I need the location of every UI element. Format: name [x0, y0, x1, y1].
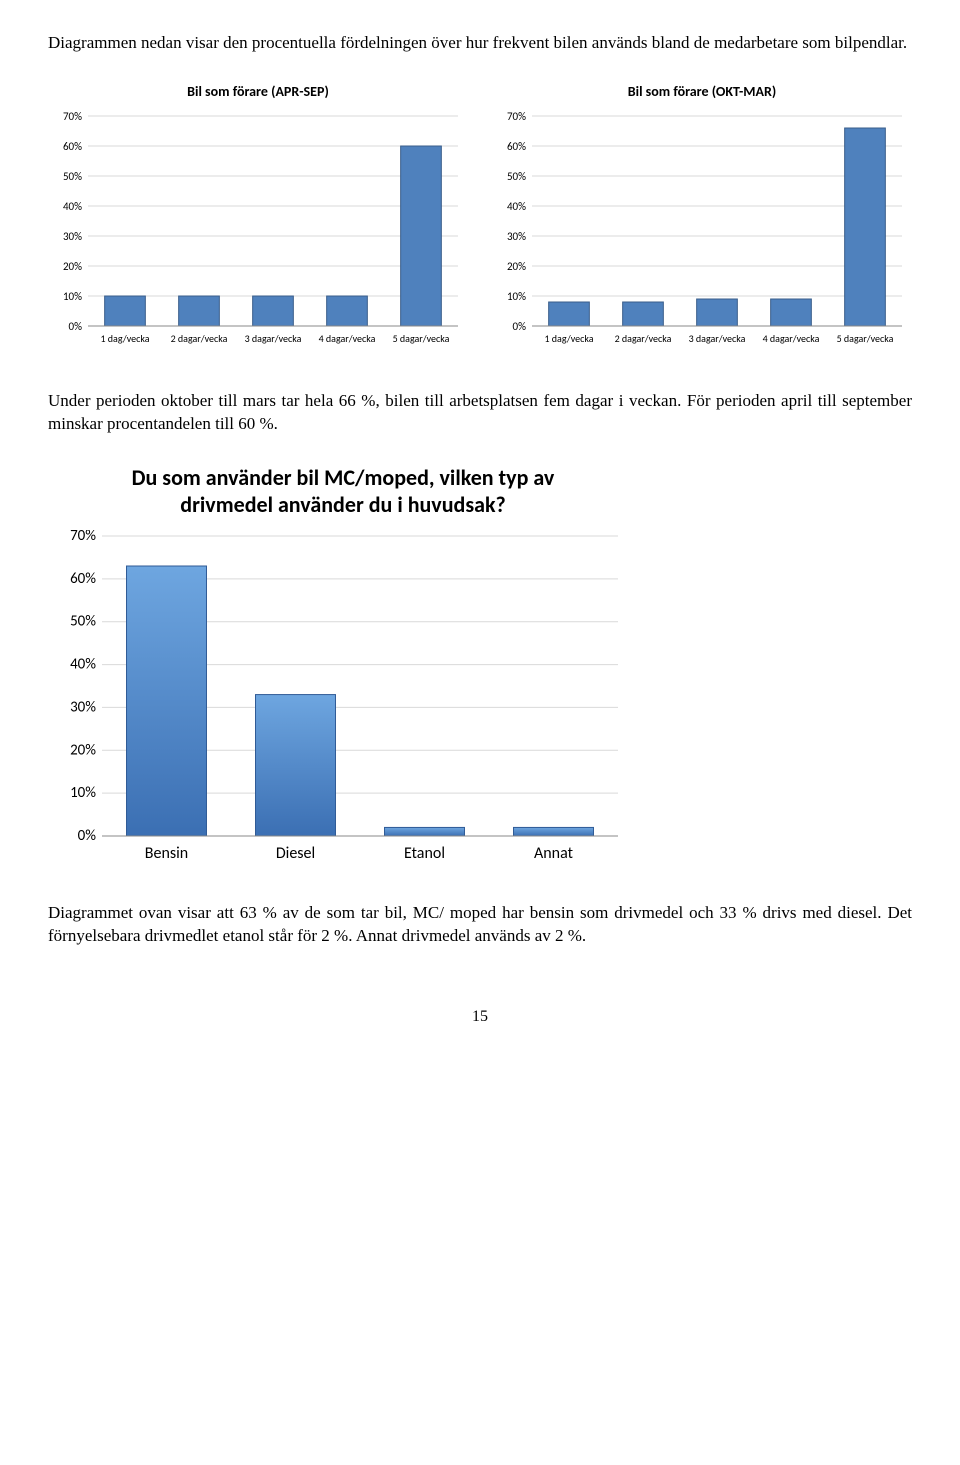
svg-text:20%: 20% — [63, 260, 82, 273]
svg-text:70%: 70% — [70, 530, 96, 545]
svg-text:5 dagar/vecka: 5 dagar/vecka — [393, 332, 450, 345]
svg-text:4 dagar/vecka: 4 dagar/vecka — [763, 332, 820, 345]
svg-text:70%: 70% — [63, 110, 82, 123]
svg-text:2 dagar/vecka: 2 dagar/vecka — [171, 332, 228, 345]
svg-text:0%: 0% — [513, 320, 527, 333]
svg-text:40%: 40% — [63, 200, 82, 213]
svg-text:40%: 40% — [70, 655, 96, 673]
chart3-title: Du som använder bil MC/moped, vilken typ… — [83, 464, 603, 518]
svg-text:5 dagar/vecka: 5 dagar/vecka — [837, 332, 894, 345]
intro-paragraph: Diagrammen nedan visar den procentuella … — [48, 32, 912, 55]
svg-text:60%: 60% — [70, 570, 96, 588]
chart-okt-mar: Bil som förare (OKT-MAR) 0% 10% 20% 30% 40% 5… — [492, 83, 912, 350]
svg-text:Diesel: Diesel — [276, 844, 315, 863]
svg-text:60%: 60% — [507, 140, 526, 153]
svg-text:1 dag/vecka: 1 dag/vecka — [100, 332, 149, 345]
svg-text:20%: 20% — [70, 741, 96, 759]
svg-text:3 dagar/vecka: 3 dagar/vecka — [689, 332, 746, 345]
chart3-svg: 0% 10% 20% 30% 40% 50% 60% 70% Bensin Diesel Etano… — [48, 530, 628, 870]
svg-text:40%: 40% — [507, 200, 526, 213]
svg-text:2 dagar/vecka: 2 dagar/vecka — [615, 332, 672, 345]
svg-text:30%: 30% — [70, 698, 96, 716]
middle-paragraph: Under perioden oktober till mars tar hel… — [48, 390, 912, 436]
svg-text:50%: 50% — [63, 170, 82, 183]
svg-text:Etanol: Etanol — [404, 844, 445, 863]
svg-text:10%: 10% — [70, 784, 96, 802]
page-number: 15 — [48, 1008, 912, 1026]
chart2-svg: 0% 10% 20% 30% 40% 50% 60% 70% 1 dag/vecka 2 daga… — [492, 110, 912, 350]
chart-drivmedel: Du som använder bil MC/moped, vilken typ… — [48, 464, 912, 870]
svg-text:50%: 50% — [70, 613, 96, 631]
chart1-svg: 0% 10% 20% 30% 40% 50% 60% 70% 1 dag/vecka 2 daga… — [48, 110, 468, 350]
svg-text:70%: 70% — [507, 110, 526, 123]
svg-text:30%: 30% — [507, 230, 526, 243]
svg-text:1 dag/vecka: 1 dag/vecka — [544, 332, 593, 345]
svg-text:4 dagar/vecka: 4 dagar/vecka — [319, 332, 376, 345]
svg-text:10%: 10% — [63, 290, 82, 303]
svg-text:0%: 0% — [69, 320, 83, 333]
svg-text:30%: 30% — [63, 230, 82, 243]
svg-text:60%: 60% — [63, 140, 82, 153]
chart-apr-sep: Bil som förare (APR-SEP) 0% 10% 20% 30% 40% 5… — [48, 83, 468, 350]
top-charts-row: Bil som förare (APR-SEP) 0% 10% 20% 30% 40% 5… — [48, 83, 912, 350]
svg-text:20%: 20% — [507, 260, 526, 273]
svg-text:3 dagar/vecka: 3 dagar/vecka — [245, 332, 302, 345]
chart1-title: Bil som förare (APR-SEP) — [48, 83, 468, 100]
chart2-title: Bil som förare (OKT-MAR) — [492, 83, 912, 100]
bottom-paragraph: Diagrammet ovan visar att 63 % av de som… — [48, 902, 912, 948]
svg-text:50%: 50% — [507, 170, 526, 183]
svg-text:Annat: Annat — [534, 844, 574, 863]
svg-text:0%: 0% — [78, 827, 97, 845]
svg-text:Bensin: Bensin — [145, 844, 188, 863]
svg-text:10%: 10% — [507, 290, 526, 303]
